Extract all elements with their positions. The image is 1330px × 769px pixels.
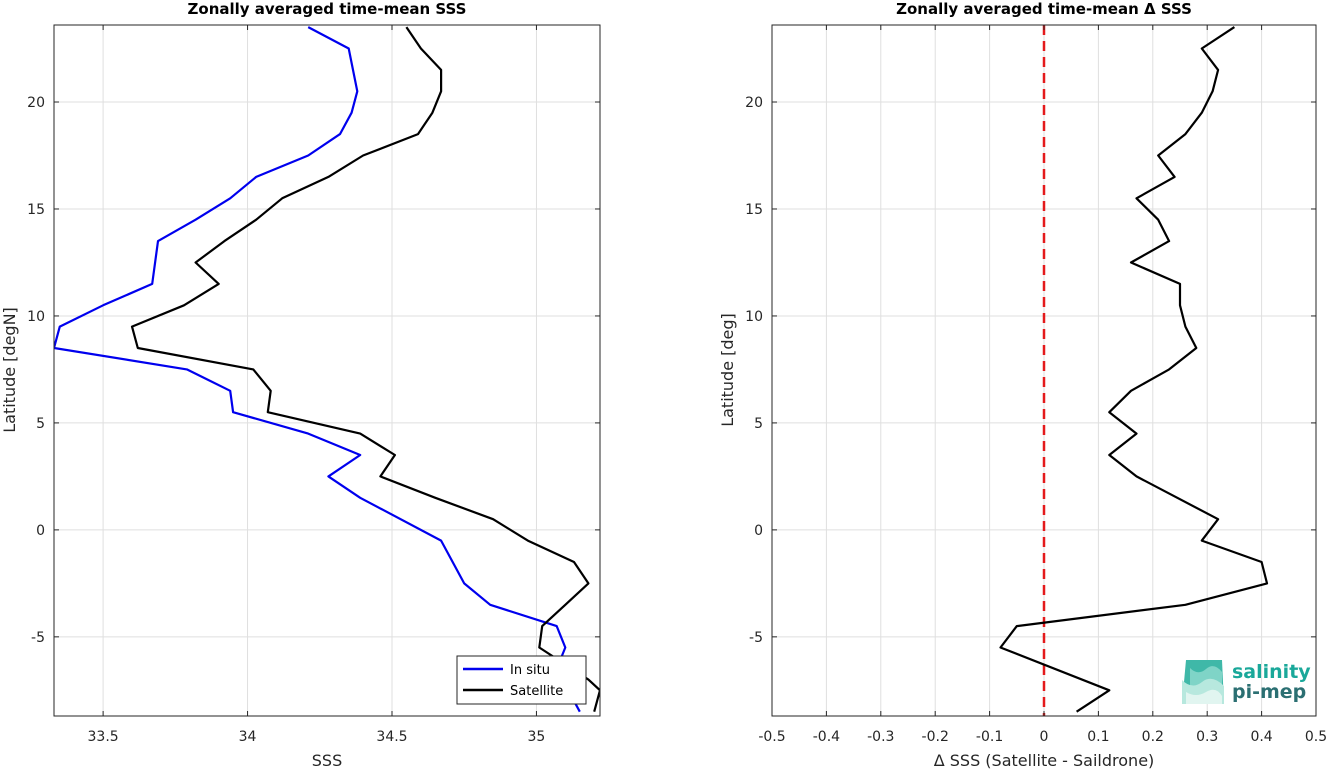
right-x-tick-label: 0.5 — [1305, 729, 1327, 745]
right-series — [999, 26, 1269, 713]
right-panel: -0.5 -0.4 -0.3 -0.2 -0.1 0 0.1 0.2 0.3 0.4 0.5 -5 0 5… — [718, 0, 1327, 769]
right-chart-title: Zonally averaged time-mean Δ SSS — [896, 0, 1192, 18]
left-plot-frame — [53, 24, 601, 717]
legend-label-in-situ: In situ — [510, 663, 550, 678]
left-y-tick-label: 15 — [27, 202, 45, 218]
right-x-tick-label: 0.3 — [1196, 729, 1218, 745]
left-y-tick-label: -5 — [31, 630, 45, 646]
left-panel: 33.5 34 34.5 35 -5 0 5 10 15 20 Zonally averaged … — [0, 0, 601, 769]
right-x-tick-label: 0 — [1040, 729, 1049, 745]
left-x-tick-label: 34.5 — [376, 729, 407, 745]
left-grid — [54, 25, 600, 716]
right-x-tick-label: -0.2 — [922, 729, 949, 745]
right-x-tick-label: 0.4 — [1250, 729, 1272, 745]
left-y-tick-label: 20 — [27, 95, 45, 111]
left-ticks: 33.5 34 34.5 35 -5 0 5 10 15 20 — [27, 25, 600, 745]
logo-text-pi-mep: pi-mep — [1232, 681, 1306, 703]
right-y-tick-label: -5 — [749, 630, 763, 646]
left-y-axis-label: Latitude [degN] — [0, 307, 19, 433]
left-series — [54, 26, 600, 713]
left-x-tick-label: 33.5 — [88, 729, 119, 745]
right-x-tick-label: -0.1 — [976, 729, 1003, 745]
right-ticks: -0.5 -0.4 -0.3 -0.2 -0.1 0 0.1 0.2 0.3 0.4 0.5 -5 0 5… — [745, 25, 1327, 745]
left-series-line-in-situ — [54, 26, 581, 713]
legend: In situ Satellite — [456, 655, 587, 705]
right-x-tick-label: 0.2 — [1142, 729, 1164, 745]
right-x-tick-label: -0.5 — [758, 729, 785, 745]
legend-label-satellite: Satellite — [510, 684, 563, 699]
right-x-tick-label: -0.4 — [813, 729, 840, 745]
left-y-tick-label: 10 — [27, 309, 45, 325]
right-y-axis-label: Latitude [deg] — [718, 313, 737, 427]
left-x-axis-label: SSS — [312, 751, 342, 769]
right-y-tick-label: 5 — [754, 416, 763, 432]
left-y-tick-label: 5 — [36, 416, 45, 432]
left-x-tick-label: 34 — [239, 729, 257, 745]
left-x-tick-label: 35 — [528, 729, 546, 745]
wave-logo-icon — [1182, 660, 1224, 704]
right-x-axis-label: Δ SSS (Satellite - Saildrone) — [934, 751, 1155, 769]
left-chart-title: Zonally averaged time-mean SSS — [188, 0, 467, 18]
left-y-tick-label: 0 — [36, 523, 45, 539]
right-y-tick-label: 10 — [745, 309, 763, 325]
right-y-tick-label: 0 — [754, 523, 763, 539]
salinity-pi-mep-logo: salinity pi-mep — [1182, 660, 1311, 704]
left-series-line-satellite — [130, 26, 600, 712]
legend-box — [456, 655, 587, 705]
right-x-tick-label: 0.1 — [1087, 729, 1109, 745]
right-y-tick-label: 15 — [745, 202, 763, 218]
right-x-tick-label: -0.3 — [867, 729, 894, 745]
logo-text-salinity: salinity — [1232, 661, 1311, 683]
right-y-tick-label: 20 — [745, 95, 763, 111]
right-series-line-delta — [999, 26, 1269, 713]
